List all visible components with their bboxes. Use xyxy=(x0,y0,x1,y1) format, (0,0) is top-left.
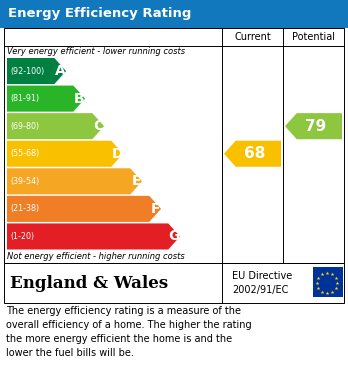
Polygon shape xyxy=(7,168,142,194)
Polygon shape xyxy=(7,196,161,222)
Circle shape xyxy=(313,269,341,297)
Polygon shape xyxy=(7,113,104,139)
Text: (55-68): (55-68) xyxy=(10,149,39,158)
Text: (21-38): (21-38) xyxy=(10,204,39,213)
Polygon shape xyxy=(7,58,66,84)
Text: B: B xyxy=(74,91,85,106)
Bar xyxy=(313,267,343,297)
Text: 79: 79 xyxy=(305,119,326,134)
Polygon shape xyxy=(7,86,85,112)
Text: Energy Efficiency Rating: Energy Efficiency Rating xyxy=(8,7,191,20)
Text: E: E xyxy=(132,174,141,188)
Text: The energy efficiency rating is a measure of the
overall efficiency of a home. T: The energy efficiency rating is a measur… xyxy=(6,306,252,358)
Text: EU Directive
2002/91/EC: EU Directive 2002/91/EC xyxy=(232,271,292,294)
Text: C: C xyxy=(93,119,103,133)
Bar xyxy=(4,263,344,303)
Polygon shape xyxy=(7,141,123,167)
Text: (81-91): (81-91) xyxy=(10,94,39,103)
Text: F: F xyxy=(150,202,160,216)
Polygon shape xyxy=(224,141,281,167)
Text: (69-80): (69-80) xyxy=(10,122,39,131)
Polygon shape xyxy=(285,113,342,139)
Text: (1-20): (1-20) xyxy=(10,232,34,241)
Text: Current: Current xyxy=(234,32,271,42)
Text: (39-54): (39-54) xyxy=(10,177,39,186)
Polygon shape xyxy=(7,223,180,249)
Text: England & Wales: England & Wales xyxy=(10,274,168,292)
Text: 68: 68 xyxy=(244,146,266,161)
Text: Potential: Potential xyxy=(292,32,335,42)
Bar xyxy=(4,28,344,263)
Text: Not energy efficient - higher running costs: Not energy efficient - higher running co… xyxy=(7,252,185,261)
Text: Very energy efficient - lower running costs: Very energy efficient - lower running co… xyxy=(7,47,185,56)
Text: D: D xyxy=(111,147,123,161)
Text: A: A xyxy=(55,64,65,78)
Text: G: G xyxy=(168,230,180,244)
Bar xyxy=(0,0,348,28)
Text: (92-100): (92-100) xyxy=(10,66,44,75)
